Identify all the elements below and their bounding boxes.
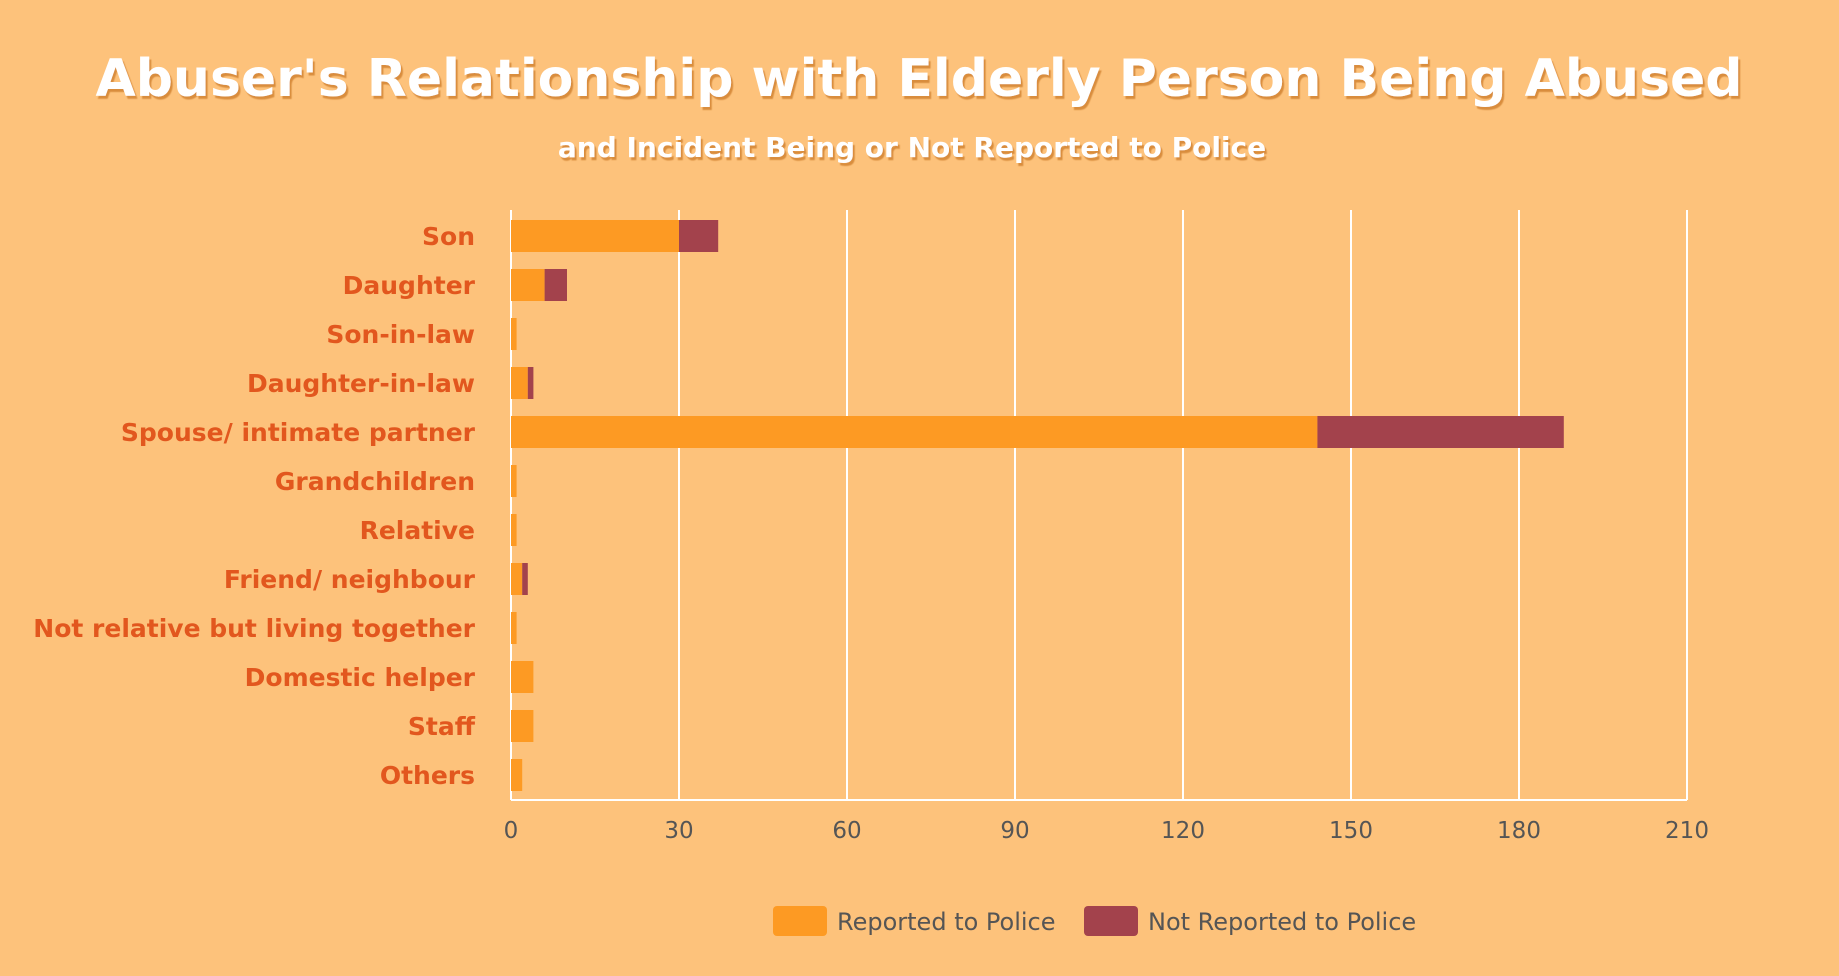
chart-title: Abuser's Relationship with Elderly Perso… xyxy=(95,49,1742,109)
x-tick-label-150: 150 xyxy=(1329,818,1373,844)
bar-segment-not-reported xyxy=(527,367,534,399)
x-tick-label-210: 210 xyxy=(1665,818,1709,844)
category-label: Daughter-in-law xyxy=(247,369,475,398)
category-label: Spouse/ intimate partner xyxy=(121,418,476,447)
bar-segment-not-reported xyxy=(522,563,528,595)
category-label: Not relative but living together xyxy=(33,614,475,643)
bar-segment-reported xyxy=(511,759,523,791)
category-labels: Son Daughter Son-in-law Daughter-in-law Spou… xyxy=(33,222,475,790)
category-label: Others xyxy=(380,761,475,790)
x-tick-label-120: 120 xyxy=(1161,818,1205,844)
bar-segment-reported xyxy=(511,612,517,644)
bar-segment-not-reported xyxy=(1317,416,1564,448)
bar-segment-reported xyxy=(511,367,528,399)
category-label: Staff xyxy=(408,712,476,741)
category-label: Friend/ neighbour xyxy=(224,565,476,594)
bar-segment-reported xyxy=(511,465,517,497)
category-label: Son xyxy=(422,222,475,251)
bar-segment-reported xyxy=(511,416,1318,448)
legend-label-not-reported: Not Reported to Police xyxy=(1148,908,1416,936)
category-label: Grandchildren xyxy=(275,467,475,496)
bar-segment-reported xyxy=(511,710,534,742)
x-tick-label-0: 0 xyxy=(504,818,519,844)
legend-swatch-reported xyxy=(773,906,827,936)
category-label: Daughter xyxy=(343,271,476,300)
bar-segment-reported xyxy=(511,220,679,252)
x-tick-label-180: 180 xyxy=(1497,818,1541,844)
category-label: Son-in-law xyxy=(326,320,475,349)
bar-segment-not-reported xyxy=(679,220,719,252)
bar-segment-reported xyxy=(511,563,523,595)
grid-lines xyxy=(510,210,1688,801)
x-tick-label-60: 60 xyxy=(832,818,861,844)
legend-label-reported: Reported to Police xyxy=(837,908,1056,936)
bar-segment-reported xyxy=(511,318,517,350)
legend: Reported to Police Not Reported to Polic… xyxy=(773,906,1416,936)
x-tick-label-90: 90 xyxy=(1000,818,1029,844)
bar-segment-not-reported xyxy=(544,269,567,301)
bar-segment-reported xyxy=(511,661,534,693)
legend-swatch-not-reported xyxy=(1084,906,1138,936)
chart-subtitle: and Incident Being or Not Reported to Po… xyxy=(558,131,1266,164)
x-tick-label-30: 30 xyxy=(664,818,693,844)
category-label: Relative xyxy=(360,516,475,545)
bar-segment-reported xyxy=(511,269,545,301)
bar-segment-reported xyxy=(511,514,517,546)
bars xyxy=(511,220,1564,791)
category-label: Domestic helper xyxy=(245,663,476,692)
x-tick-labels: 0 30 60 90 120 150 180 210 xyxy=(504,818,1709,844)
